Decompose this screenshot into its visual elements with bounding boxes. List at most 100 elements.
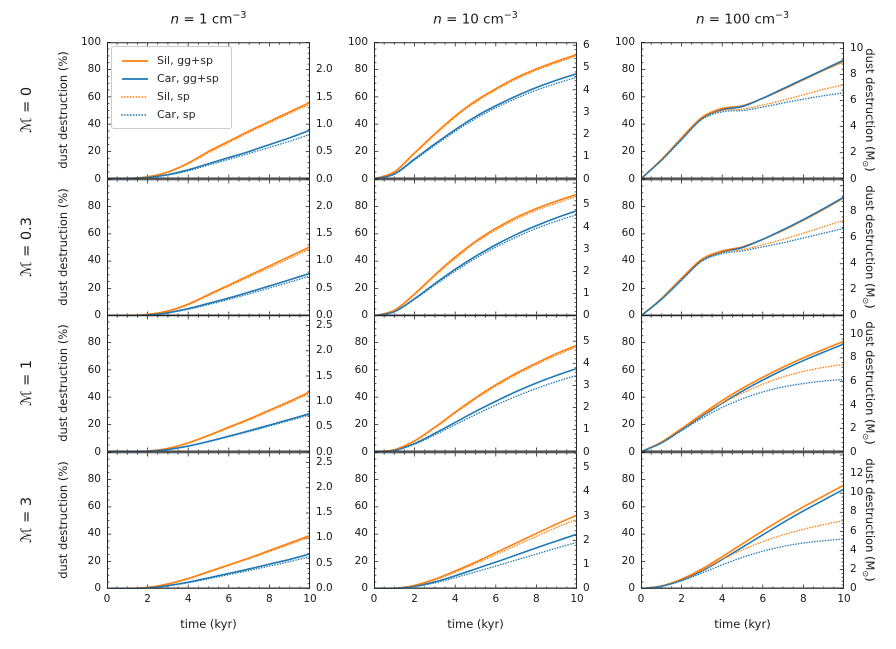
panel-svg bbox=[373, 41, 578, 180]
y-tick-label-mass: 8 bbox=[850, 204, 857, 217]
panel-svg bbox=[373, 451, 578, 590]
y-tick-label-mass: 8 bbox=[850, 505, 857, 518]
x-tick-label: 2 bbox=[411, 593, 418, 605]
y-tick-label-percent: 20 bbox=[354, 554, 368, 567]
y-tick-label-mass: 5 bbox=[583, 460, 590, 473]
y-tick-label-percent: 20 bbox=[354, 281, 368, 294]
column-title-text: = 100 cm bbox=[704, 11, 776, 28]
y-tick-label-percent: 80 bbox=[621, 63, 635, 76]
y-tick-label-percent: 60 bbox=[354, 499, 368, 512]
y-tick-label-percent: 80 bbox=[87, 336, 101, 349]
row-label-text: = 1 bbox=[19, 360, 35, 391]
series-car-sp bbox=[640, 537, 845, 589]
y-tick-label-mass: 4 bbox=[583, 220, 590, 233]
y-tick-label-percent: 20 bbox=[621, 144, 635, 157]
row-label-mach0: ℳ = 0 bbox=[19, 87, 35, 133]
legend-item-car-sp: Car, sp bbox=[121, 108, 219, 121]
x-tick-label: 4 bbox=[451, 593, 459, 605]
y-tick-label-percent: 80 bbox=[621, 336, 635, 349]
y-tick-label-percent: 0 bbox=[94, 172, 101, 185]
series-car-ggsp bbox=[106, 412, 311, 453]
y-tick-label-mass: 0 bbox=[850, 445, 857, 458]
y-tick-label-mass: 0 bbox=[583, 308, 590, 321]
y-tick-label-percent: 20 bbox=[87, 144, 101, 157]
y-tick-label-mass: 5 bbox=[583, 198, 590, 211]
row-label-mach3: ℳ = 3 bbox=[19, 497, 35, 543]
y-axis-title-mass: dust destruction (M⊙) bbox=[861, 185, 877, 308]
series-car-sp bbox=[373, 213, 578, 316]
panel-svg bbox=[640, 41, 845, 180]
y-tick-label-percent: 20 bbox=[87, 417, 101, 430]
plot-panel-r3c2 bbox=[640, 451, 845, 593]
y-tick-label-percent: 60 bbox=[621, 226, 635, 239]
y-tick-label-percent: 0 bbox=[628, 581, 635, 594]
y-tick-label-percent: 40 bbox=[87, 390, 101, 403]
series-sil-ggsp bbox=[373, 344, 578, 453]
y-tick-label-mass: 4 bbox=[583, 485, 590, 498]
panel-svg bbox=[640, 314, 845, 453]
series-sil-sp bbox=[373, 345, 578, 453]
y-tick-label-mass: 4 bbox=[850, 398, 857, 411]
y-tick-label-percent: 40 bbox=[87, 254, 101, 267]
y-tick-label-percent: 0 bbox=[628, 445, 635, 458]
x-tick-label: 0 bbox=[370, 593, 378, 605]
y-tick-label-mass: 2 bbox=[583, 533, 590, 546]
y-tick-label-mass: 0.5 bbox=[316, 556, 333, 569]
x-tick-label: 10 bbox=[303, 593, 317, 605]
plot-panel-r1c1 bbox=[373, 178, 578, 320]
y-tick-label-mass: 3 bbox=[583, 105, 590, 118]
y-tick-label-mass: 4 bbox=[850, 256, 857, 269]
y-tick-label-mass: 0.0 bbox=[316, 581, 333, 594]
y-tick-label-percent: 60 bbox=[621, 90, 635, 103]
x-tick-label: 8 bbox=[266, 593, 273, 605]
mach-symbol: ℳ bbox=[19, 261, 35, 277]
y-tick-label-mass: 2 bbox=[583, 401, 590, 414]
y-tick-label-mass: 1.0 bbox=[316, 117, 333, 130]
y-tick-label-mass: 5 bbox=[583, 334, 590, 347]
y-tick-label-mass: 0 bbox=[583, 445, 590, 458]
y-tick-label-mass: 10 bbox=[850, 485, 864, 498]
y-tick-label-mass: 0 bbox=[850, 172, 857, 185]
y-tick-label-percent: 60 bbox=[87, 499, 101, 512]
series-sil-ggsp bbox=[640, 483, 845, 590]
y-tick-label-percent: 100 bbox=[80, 35, 101, 48]
y-tick-label-percent: 60 bbox=[354, 363, 368, 376]
mass-title-text: ) bbox=[863, 303, 878, 309]
y-tick-label-mass: 6 bbox=[583, 38, 590, 51]
y-tick-label-mass: 0 bbox=[850, 581, 857, 594]
legend-label: Sil, gg+sp bbox=[157, 54, 213, 67]
y-tick-label-mass: 2.0 bbox=[316, 480, 333, 493]
row-label-mach03: ℳ = 0.3 bbox=[19, 217, 35, 277]
legend-item-sil-sp: Sil, sp bbox=[121, 90, 219, 103]
series-sil-sp bbox=[640, 219, 845, 316]
plot-panel-r3c1 bbox=[373, 451, 578, 593]
plot-panel-r0c1 bbox=[373, 41, 578, 183]
series-sil-ggsp bbox=[640, 340, 845, 453]
y-tick-label-mass: 2.0 bbox=[316, 199, 333, 212]
series-car-sp bbox=[373, 541, 578, 590]
x-tick-label: 10 bbox=[570, 593, 584, 605]
y-tick-label-mass: 10 bbox=[850, 327, 864, 340]
y-tick-label-mass: 4 bbox=[850, 543, 857, 556]
y-tick-label-mass: 5 bbox=[583, 61, 590, 73]
y-tick-label-mass: 1.5 bbox=[316, 369, 333, 382]
x-tick-label: 10 bbox=[837, 593, 851, 605]
y-tick-label-mass: 1.5 bbox=[316, 90, 333, 103]
y-tick-label-mass: 6 bbox=[850, 374, 857, 387]
y-tick-label-percent: 0 bbox=[361, 308, 368, 321]
x-tick-label: 4 bbox=[184, 593, 192, 605]
mass-title-text: dust destruction (M bbox=[863, 458, 878, 571]
y-tick-label-percent: 0 bbox=[361, 581, 368, 594]
y-axis-title-mass: dust destruction (M⊙) bbox=[861, 322, 877, 445]
series-sil-sp bbox=[106, 535, 311, 590]
y-tick-label-percent: 0 bbox=[628, 308, 635, 321]
series-sil-sp bbox=[640, 83, 845, 180]
y-tick-label-percent: 40 bbox=[354, 117, 368, 130]
y-tick-label-mass: 0.0 bbox=[316, 445, 333, 458]
panel-svg bbox=[373, 314, 578, 453]
y-tick-label-percent: 100 bbox=[347, 35, 368, 48]
column-title-n10: n = 10 cm−3 bbox=[433, 10, 518, 28]
row-label-mach1: ℳ = 1 bbox=[19, 360, 35, 406]
mass-title-text: dust destruction (M bbox=[863, 185, 878, 298]
